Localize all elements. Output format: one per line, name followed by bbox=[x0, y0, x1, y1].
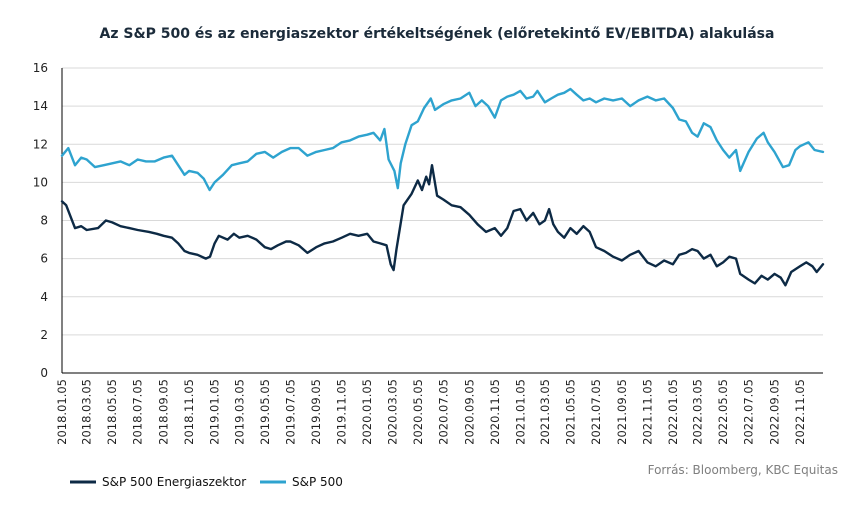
x-tick-label: 2019.03.05 bbox=[232, 379, 246, 445]
x-tick-label: 2018.05.05 bbox=[105, 379, 119, 445]
legend-label-energy: S&P 500 Energiaszektor bbox=[102, 475, 246, 489]
y-tick-label: 12 bbox=[33, 137, 48, 151]
x-tick-label: 2018.03.05 bbox=[80, 379, 94, 445]
x-tick-label: 2019.05.05 bbox=[258, 379, 272, 445]
x-tick-label: 2021.05.05 bbox=[563, 379, 577, 445]
y-tick-label: 8 bbox=[40, 214, 48, 228]
x-tick-label: 2020.09.05 bbox=[462, 379, 476, 445]
x-tick-label: 2020.11.05 bbox=[488, 379, 502, 445]
x-tick-label: 2020.01.05 bbox=[360, 379, 374, 445]
legend: S&P 500 Energiaszektor S&P 500 bbox=[70, 475, 343, 489]
x-tick-label: 2022.03.05 bbox=[691, 379, 705, 445]
y-tick-label: 16 bbox=[33, 61, 48, 75]
x-tick-label: 2021.03.05 bbox=[538, 379, 552, 445]
series-lines bbox=[60, 87, 825, 287]
y-tick-label: 0 bbox=[40, 366, 48, 380]
x-tick-label: 2021.11.05 bbox=[640, 379, 654, 445]
x-tick-label: 2020.07.05 bbox=[436, 379, 450, 445]
series-line-energy bbox=[60, 164, 825, 287]
x-tick-label: 2022.01.05 bbox=[666, 379, 680, 445]
x-tick-label: 2022.11.05 bbox=[793, 379, 807, 445]
x-tick-label: 2018.07.05 bbox=[131, 379, 145, 445]
series-line-sp500 bbox=[60, 87, 825, 192]
y-tick-label: 6 bbox=[40, 252, 48, 266]
x-tick-label: 2022.09.05 bbox=[767, 379, 781, 445]
x-tick-label: 2019.07.05 bbox=[283, 379, 297, 445]
chart-title: Az S&P 500 és az energiaszektor értékelt… bbox=[100, 26, 775, 42]
source-note: Forrás: Bloomberg, KBC Equitas bbox=[648, 463, 838, 477]
y-tick-label: 2 bbox=[40, 328, 48, 342]
x-tick-label: 2021.01.05 bbox=[513, 379, 527, 445]
x-tick-label: 2019.09.05 bbox=[309, 379, 323, 445]
x-tick-label: 2020.05.05 bbox=[411, 379, 425, 445]
x-tick-label: 2022.05.05 bbox=[716, 379, 730, 445]
y-tick-label: 4 bbox=[40, 290, 48, 304]
y-tick-label: 10 bbox=[33, 175, 48, 189]
x-axis-ticks: 2018.01.05 2018.03.05 2018.05.05 2018.07.05… bbox=[55, 379, 807, 445]
x-tick-label: 2018.09.05 bbox=[157, 379, 171, 445]
y-tick-label: 14 bbox=[33, 99, 48, 113]
x-tick-label: 2018.01.05 bbox=[55, 379, 69, 445]
x-tick-label: 2018.11.05 bbox=[182, 379, 196, 445]
x-tick-label: 2019.11.05 bbox=[335, 379, 349, 445]
x-tick-label: 2022.07.05 bbox=[742, 379, 756, 445]
x-tick-label: 2019.01.05 bbox=[208, 379, 222, 445]
x-tick-label: 2021.09.05 bbox=[615, 379, 629, 445]
gridlines bbox=[61, 67, 823, 374]
x-tick-label: 2020.03.05 bbox=[385, 379, 399, 445]
x-tick-label: 2021.07.05 bbox=[589, 379, 603, 445]
legend-label-sp500: S&P 500 bbox=[292, 475, 343, 489]
y-axis-ticks: 0 2 4 6 8 10 12 14 16 bbox=[33, 61, 48, 380]
